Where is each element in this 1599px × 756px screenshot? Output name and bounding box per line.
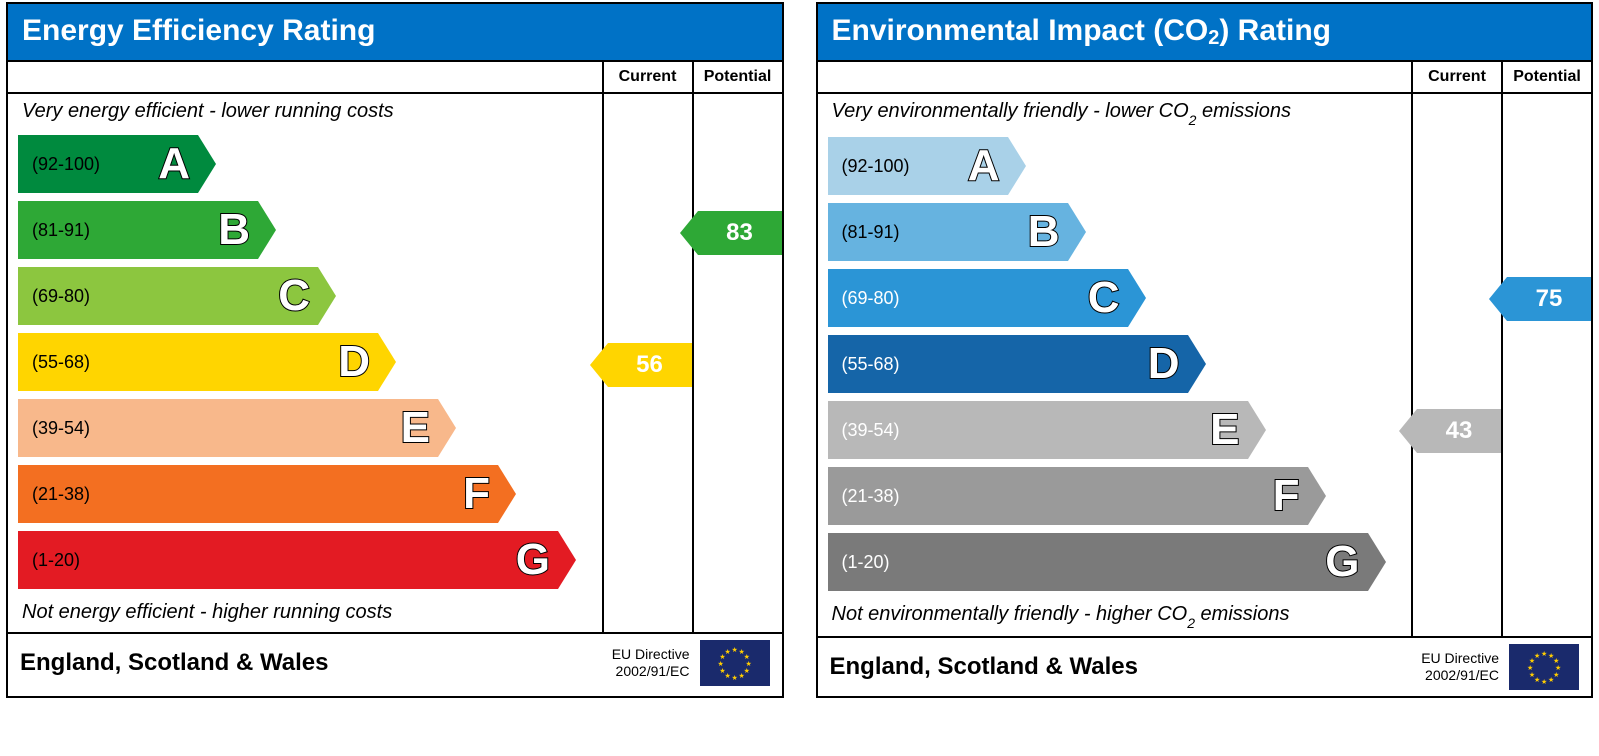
env-footer-directive: EU Directive2002/91/EC <box>1421 650 1509 684</box>
rating-bar-C: (69-80) C <box>828 265 1412 331</box>
bar-letter: G <box>1325 537 1359 587</box>
bar-letter: C <box>278 271 310 321</box>
energy-footer-directive: EU Directive2002/91/EC <box>612 646 700 680</box>
rating-bar-E: (39-54) E <box>828 397 1412 463</box>
energy-potential-head: Potential <box>694 62 782 94</box>
bar-range: (1-20) <box>18 550 80 571</box>
energy-panel: Energy Efficiency Rating Very energy eff… <box>6 2 784 698</box>
rating-bar-B: (81-91) B <box>18 197 602 263</box>
bar-range: (81-91) <box>828 222 900 243</box>
env-current-pointer: 43 <box>1399 409 1501 453</box>
env-potential-pointer: 75 <box>1489 277 1591 321</box>
eu-flag-icon: ★★★★★★★★★★★★ <box>700 640 770 686</box>
env-potential-head: Potential <box>1503 62 1591 94</box>
bar-letter: E <box>401 403 430 453</box>
bar-letter: D <box>338 337 370 387</box>
rating-bar-D: (55-68) D <box>18 329 602 395</box>
env-footer-region: England, Scotland & Wales <box>830 653 1422 681</box>
bar-letter: B <box>1028 207 1060 257</box>
bar-range: (81-91) <box>18 220 90 241</box>
env-current-col: Current 43 <box>1411 60 1501 636</box>
energy-potential-col: Potential 83 <box>692 60 782 632</box>
bar-range: (69-80) <box>18 286 90 307</box>
rating-bar-A: (92-100) A <box>18 131 602 197</box>
env-footer: England, Scotland & Wales EU Directive20… <box>818 636 1592 696</box>
energy-current-pointer: 56 <box>590 343 692 387</box>
energy-footer-region: England, Scotland & Wales <box>20 649 612 677</box>
eu-flag-icon: ★★★★★★★★★★★★ <box>1509 644 1579 690</box>
bar-letter: D <box>1148 339 1180 389</box>
bar-letter: E <box>1210 405 1239 455</box>
env-potential-col: Potential 75 <box>1501 60 1591 636</box>
bar-range: (39-54) <box>18 418 90 439</box>
bar-letter: B <box>218 205 250 255</box>
bar-range: (92-100) <box>828 156 910 177</box>
rating-bar-B: (81-91) B <box>828 199 1412 265</box>
bar-range: (55-68) <box>18 352 90 373</box>
bar-range: (55-68) <box>828 354 900 375</box>
env-title: Environmental Impact (CO2) Rating <box>818 4 1592 60</box>
rating-bar-A: (92-100) A <box>828 133 1412 199</box>
env-bottom-caption: Not environmentally friendly - higher CO… <box>818 597 1412 636</box>
rating-bar-D: (55-68) D <box>828 331 1412 397</box>
rating-bar-C: (69-80) C <box>18 263 602 329</box>
rating-bar-F: (21-38) F <box>828 463 1412 529</box>
env-chart: Very environmentally friendly - lower CO… <box>818 60 1412 636</box>
bar-letter: A <box>158 139 190 189</box>
energy-chart: Very energy efficient - lower running co… <box>8 60 602 632</box>
energy-bottom-caption: Not energy efficient - higher running co… <box>8 595 602 632</box>
bar-letter: G <box>516 535 550 585</box>
rating-bar-F: (21-38) F <box>18 461 602 527</box>
bar-letter: A <box>968 141 1000 191</box>
bar-range: (21-38) <box>828 486 900 507</box>
energy-potential-pointer: 83 <box>680 211 782 255</box>
energy-footer: England, Scotland & Wales EU Directive20… <box>8 632 782 692</box>
bar-letter: F <box>463 469 490 519</box>
energy-current-col: Current 56 <box>602 60 692 632</box>
bar-range: (39-54) <box>828 420 900 441</box>
rating-bar-G: (1-20) G <box>18 527 602 593</box>
env-current-head: Current <box>1413 62 1501 94</box>
env-top-caption: Very environmentally friendly - lower CO… <box>818 94 1412 133</box>
bar-letter: C <box>1088 273 1120 323</box>
bar-range: (1-20) <box>828 552 890 573</box>
energy-top-caption: Very energy efficient - lower running co… <box>8 94 602 131</box>
rating-bar-E: (39-54) E <box>18 395 602 461</box>
energy-title: Energy Efficiency Rating <box>8 4 782 60</box>
rating-bar-G: (1-20) G <box>828 529 1412 595</box>
bar-range: (21-38) <box>18 484 90 505</box>
env-panel: Environmental Impact (CO2) Rating Very e… <box>816 2 1594 698</box>
bar-range: (92-100) <box>18 154 100 175</box>
bar-letter: F <box>1273 471 1300 521</box>
energy-current-head: Current <box>604 62 692 94</box>
bar-range: (69-80) <box>828 288 900 309</box>
